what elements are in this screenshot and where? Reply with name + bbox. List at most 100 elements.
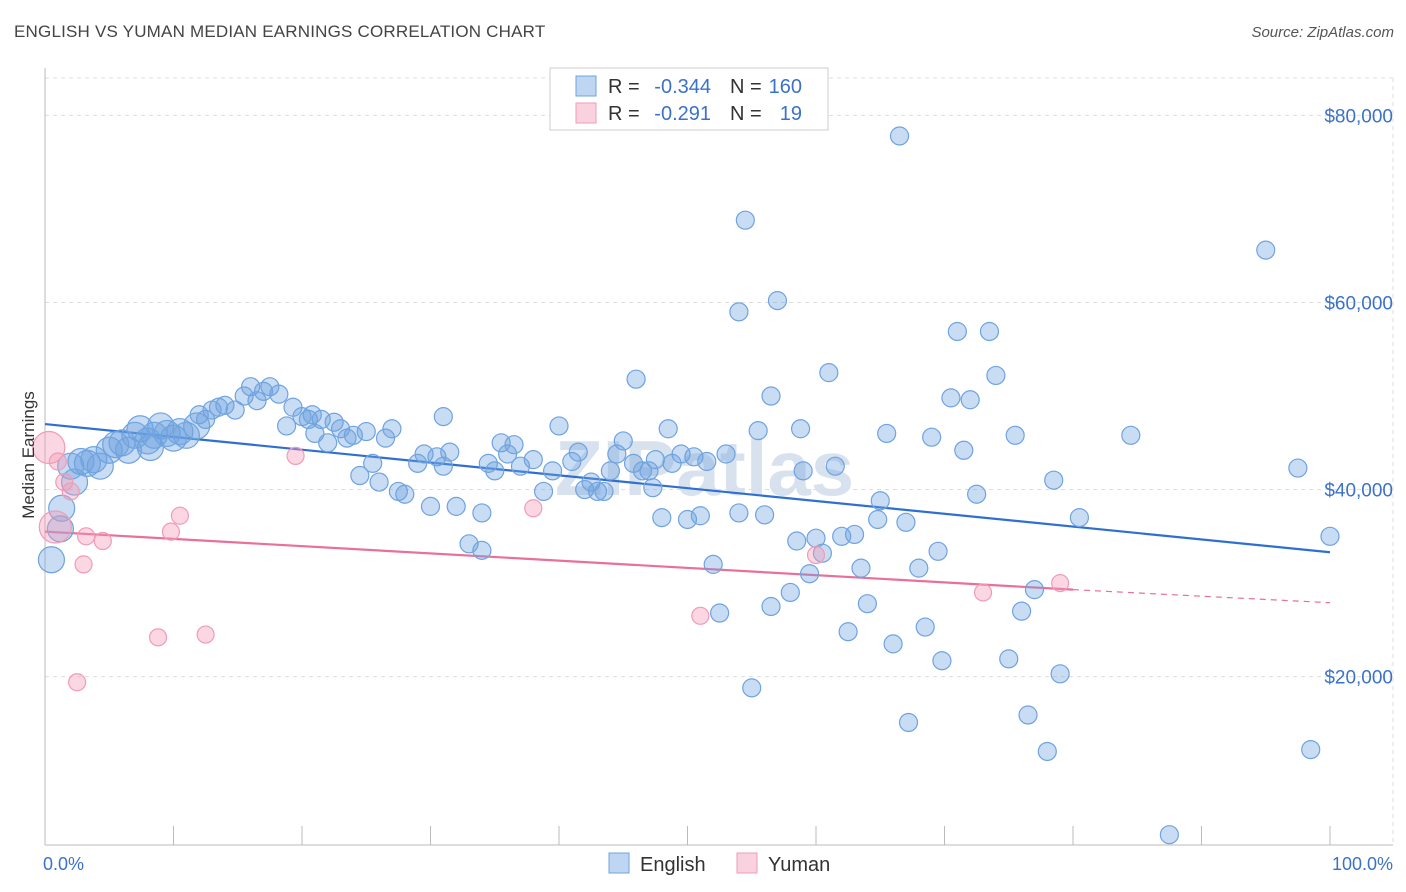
english-point-139	[999, 649, 1019, 669]
english-point-4	[60, 468, 89, 496]
english-point-117	[844, 524, 865, 545]
english-point-132	[941, 388, 961, 408]
english-point-130	[928, 541, 948, 561]
yuman-point-14	[524, 499, 543, 518]
english-point-120	[868, 509, 888, 530]
english-point-57	[440, 442, 460, 462]
yuman-point-6	[74, 555, 93, 574]
english-point-92	[690, 506, 710, 526]
yuman-trend-extension	[1072, 589, 1331, 604]
english-point-136	[967, 484, 987, 504]
english-point-77	[594, 481, 614, 502]
english-point-90	[677, 509, 698, 530]
yuman-point-17	[973, 583, 993, 602]
english-point-83	[632, 461, 653, 481]
bottom-legend-swatch-yuman	[736, 852, 758, 874]
english-point-129	[922, 427, 942, 447]
english-point-37	[305, 423, 325, 444]
english-point-151	[1288, 458, 1308, 478]
legend-swatch-yuman	[575, 102, 597, 124]
english-point-134	[954, 440, 974, 460]
english-point-102	[754, 505, 775, 525]
source-label: Source: ZipAtlas.com	[1251, 24, 1394, 41]
english-point-109	[793, 461, 813, 481]
english-point-56	[433, 407, 453, 427]
legend-r-label-english: R =	[608, 76, 640, 98]
english-point-21	[172, 421, 200, 449]
legend-n-value-english: 160	[769, 76, 802, 98]
legend-swatch-english	[575, 75, 597, 97]
english-point-23	[196, 409, 216, 430]
english-point-47	[369, 472, 389, 492]
english-point-66	[504, 435, 524, 455]
english-point-29	[247, 391, 267, 411]
english-point-138	[986, 365, 1006, 386]
english-point-125	[896, 512, 916, 532]
yuman-point-11	[170, 506, 190, 525]
english-point-44	[356, 421, 376, 442]
legend-n-value-yuman: 19	[780, 103, 802, 125]
english-point-34	[276, 416, 297, 436]
yuman-point-7	[77, 527, 96, 546]
english-point-62	[478, 453, 498, 473]
english-point-46	[363, 453, 383, 473]
bottom-legend-label-english: English	[640, 854, 706, 876]
english-point-76	[587, 481, 608, 502]
english-point-32	[269, 384, 289, 404]
english-point-135	[960, 390, 980, 410]
yuman-point-1	[38, 510, 72, 544]
english-point-87	[658, 419, 678, 439]
english-point-94	[703, 554, 723, 574]
yuman-point-5	[68, 673, 87, 692]
legend-n-label-english: N =	[730, 76, 762, 98]
x-tick-label-1: 100.0%	[1332, 854, 1393, 874]
english-point-51	[395, 484, 415, 504]
english-point-143	[1024, 580, 1045, 600]
y-tick-label-1: $40,000	[1324, 481, 1393, 502]
english-point-85	[645, 450, 665, 470]
yuman-point-18	[1051, 573, 1070, 593]
bottom-legend-label-yuman: Yuman	[768, 854, 830, 876]
english-point-93	[697, 451, 717, 472]
bottom-legend-swatch-english	[608, 852, 630, 874]
english-point-99	[729, 302, 749, 322]
english-point-155	[208, 397, 229, 417]
english-point-118	[851, 558, 871, 578]
english-point-72	[562, 451, 582, 472]
yuman-point-15	[691, 606, 710, 625]
yuman-point-2	[48, 452, 67, 471]
english-point-59	[433, 456, 453, 476]
yuman-point-9	[148, 628, 168, 647]
english-point-96	[710, 603, 730, 623]
english-point-65	[498, 444, 518, 464]
english-point-137	[979, 321, 1000, 342]
yuman-point-0	[32, 430, 66, 465]
english-point-127	[909, 558, 929, 578]
english-point-156	[302, 405, 322, 425]
yuman-point-13	[286, 446, 305, 465]
english-point-140	[1005, 425, 1025, 445]
trend-lines	[44, 422, 1331, 604]
chart-title: ENGLISH VS YUMAN MEDIAN EARNINGS CORRELA…	[14, 22, 546, 41]
english-point-71	[549, 416, 569, 436]
english-point-27	[234, 386, 254, 406]
english-point-100	[742, 678, 762, 698]
english-point-116	[838, 622, 858, 642]
english-point-26	[225, 400, 245, 420]
english-trend-line	[44, 422, 1331, 554]
legend-n-label-yuman: N =	[730, 103, 762, 125]
yuman-point-12	[196, 625, 215, 644]
axes	[44, 68, 1393, 846]
english-point-54	[420, 496, 441, 516]
english-point-110	[799, 564, 820, 584]
english-point-8	[86, 452, 114, 480]
english-point-123	[883, 634, 903, 654]
y-tick-label-2: $60,000	[1324, 293, 1393, 314]
english-point-86	[652, 508, 672, 528]
english-point-106	[780, 582, 800, 603]
y-axis-title: Median Earnings	[19, 391, 38, 519]
legend-r-value-yuman: -0.291	[654, 103, 711, 125]
english-point-144	[1037, 741, 1057, 762]
english-point-133	[947, 321, 967, 342]
english-point-158	[472, 503, 492, 523]
